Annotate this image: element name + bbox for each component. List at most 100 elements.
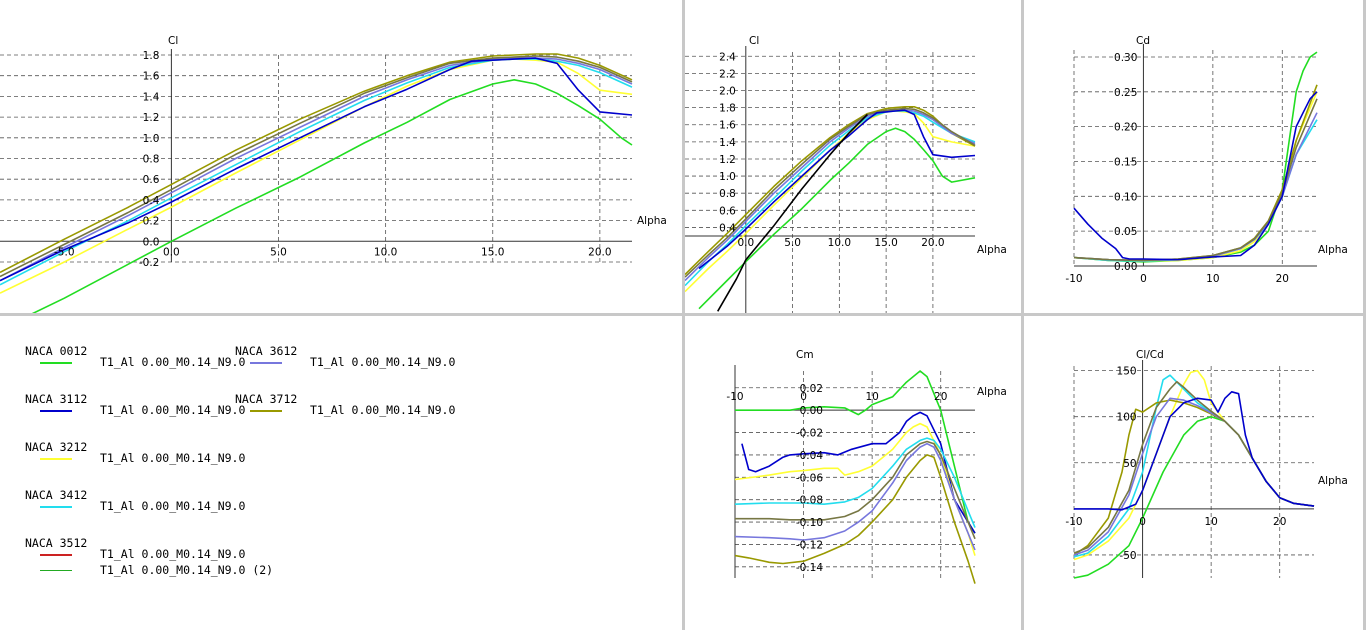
legend-line-swatch <box>40 554 72 556</box>
x-tick-label: -10 <box>726 391 743 403</box>
x-tick-label: 10 <box>865 391 878 403</box>
series-line <box>685 106 976 276</box>
cm-alpha-chart: -10 0 10 20 0.02 0.00 -0.02 -0.04 -0.06 -0.08 -0.1… <box>726 349 1007 584</box>
y-tick-label: 100 <box>1117 412 1137 424</box>
series-line <box>1073 112 1318 262</box>
cl-alpha-small-panel[interactable]: 0.0 5.0 10.0 15.0 20.0 0.4 0.6 0.8 1.0 1.2 1.4 1.6 1… <box>685 0 1021 313</box>
legend-group-name: NACA 3612 <box>235 344 298 358</box>
y-tick-label: -50 <box>1119 550 1136 562</box>
series-line <box>1073 51 1318 263</box>
series-line <box>685 109 976 282</box>
y-tick-label: 1.8 <box>143 50 160 62</box>
series-group <box>1073 369 1315 579</box>
series-line <box>734 454 976 584</box>
series-line <box>1073 415 1315 579</box>
series-line <box>0 57 633 282</box>
x-tick-label: 0 <box>800 391 807 403</box>
clcd-alpha-panel[interactable]: -10 0 10 20 150 100 50 -50 Cl/Cd Alpha <box>1024 316 1363 630</box>
series-line <box>1073 397 1315 556</box>
cm-alpha-panel[interactable]: -10 0 10 20 0.02 0.00 -0.02 -0.04 -0.06 -0.08 -0.1… <box>685 316 1021 630</box>
y-tick-label: 0.6 <box>143 174 160 186</box>
y-tick-label: 2.0 <box>719 86 736 98</box>
cd-alpha-panel[interactable]: -10 0 10 20 0.00 0.05 0.10 0.15 0.20 0.25 0.30 Cd Al… <box>1024 0 1363 313</box>
y-axis-title: Cl <box>168 35 178 47</box>
separator-horizontal <box>0 313 1366 316</box>
grid-lines <box>685 52 975 313</box>
y-axis-title: Cm <box>796 349 814 361</box>
series-line <box>1074 391 1315 511</box>
cl-alpha-large-chart: -5.0 0.0 5.0 10.0 15.0 20.0-0.20.00.20.40.60.… <box>0 35 667 313</box>
legend-entry-label: T1_Al 0.00_M0.14_N9.0 <box>100 403 246 417</box>
y-tick-label: 2.4 <box>719 51 736 63</box>
y-tick-label: 1.2 <box>143 112 160 124</box>
y-tick-label: -0.06 <box>796 472 823 484</box>
series-group <box>0 53 633 313</box>
legend-line-swatch <box>250 362 282 364</box>
x-tick-label: 20.0 <box>921 237 944 249</box>
legend-line-swatch <box>40 458 72 460</box>
x-tick-label: 20.0 <box>588 246 611 258</box>
series-line <box>734 442 976 551</box>
legend-line-swatch <box>40 410 72 412</box>
legend-line-swatch <box>250 410 282 412</box>
series-group <box>734 370 976 584</box>
y-tick-label: 1.0 <box>719 171 736 183</box>
y-tick-label: 0.6 <box>719 205 736 217</box>
x-tick-label: 10 <box>1206 273 1219 285</box>
y-tick-label: -0.14 <box>796 562 823 574</box>
legend-group-name: NACA 3212 <box>25 440 88 454</box>
legend-entry-label: T1_Al 0.00_M0.14_N9.0 <box>100 451 246 465</box>
series-line <box>1073 98 1318 262</box>
y-tick-label: -0.02 <box>796 428 823 440</box>
y-tick-label: 0.00 <box>800 405 823 417</box>
legend-panel: NACA 0012 T1_Al 0.00_M0.14_N9.0 NACA 311… <box>0 316 682 630</box>
x-tick-label: 0.0 <box>163 246 180 258</box>
y-tick-label: 1.0 <box>143 133 160 145</box>
series-line <box>0 58 633 294</box>
series-line <box>1073 399 1315 556</box>
series-line <box>0 53 633 274</box>
x-tick-label: -10 <box>1065 273 1082 285</box>
grid-lines <box>1073 50 1317 266</box>
y-axis-title: Cd <box>1136 35 1150 47</box>
series-line <box>1073 119 1318 262</box>
y-tick-label: -0.12 <box>796 539 823 551</box>
legend-group-name: NACA 3112 <box>25 392 88 406</box>
series-group <box>1073 51 1318 263</box>
y-tick-label: 0.4 <box>719 222 736 234</box>
series-line <box>734 437 976 528</box>
series-line <box>685 110 976 287</box>
x-tick-label: 15.0 <box>874 237 897 249</box>
x-tick-label: 0 <box>1139 516 1146 528</box>
y-tick-label: 1.8 <box>719 103 736 115</box>
series-line <box>735 440 976 540</box>
y-tick-label: 0.2 <box>143 216 160 228</box>
legend-line-swatch <box>40 506 72 508</box>
x-tick-label: 10 <box>1204 516 1217 528</box>
series-line <box>0 58 633 286</box>
series-line <box>0 57 633 282</box>
y-tick-label: 1.4 <box>719 137 736 149</box>
legend-entry-label: T1_Al 0.00_M0.14_N9.0 <box>310 355 456 369</box>
y-tick-label: 0.10 <box>1114 191 1137 203</box>
y-tick-label: 2.2 <box>719 68 736 80</box>
y-tick-label: 0.05 <box>1114 226 1137 238</box>
cl-alpha-large-panel[interactable]: -5.0 0.0 5.0 10.0 15.0 20.0 -0.2 0.0 0.2 0.4 0.6 0.… <box>0 0 682 313</box>
series-line <box>734 422 976 556</box>
y-tick-label: 0.02 <box>800 383 823 395</box>
x-tick-label: 20 <box>1273 516 1286 528</box>
x-axis-title: Alpha <box>1318 475 1348 487</box>
y-tick-label: 0.8 <box>143 154 160 166</box>
x-tick-label: 10.0 <box>828 237 851 249</box>
x-tick-label: 5.0 <box>270 246 287 258</box>
legend-group-name: NACA 0012 <box>25 344 88 358</box>
x-tick-label: 5.0 <box>784 237 801 249</box>
x-tick-label: 0.0 <box>737 237 754 249</box>
series-line <box>698 109 976 270</box>
y-tick-label: 1.4 <box>143 91 160 103</box>
legend-group-name: NACA 3712 <box>235 392 298 406</box>
legend-line-swatch <box>40 570 72 571</box>
grid-lines <box>0 54 632 263</box>
y-tick-label: 0.8 <box>719 188 736 200</box>
x-axis-title: Alpha <box>637 215 667 227</box>
